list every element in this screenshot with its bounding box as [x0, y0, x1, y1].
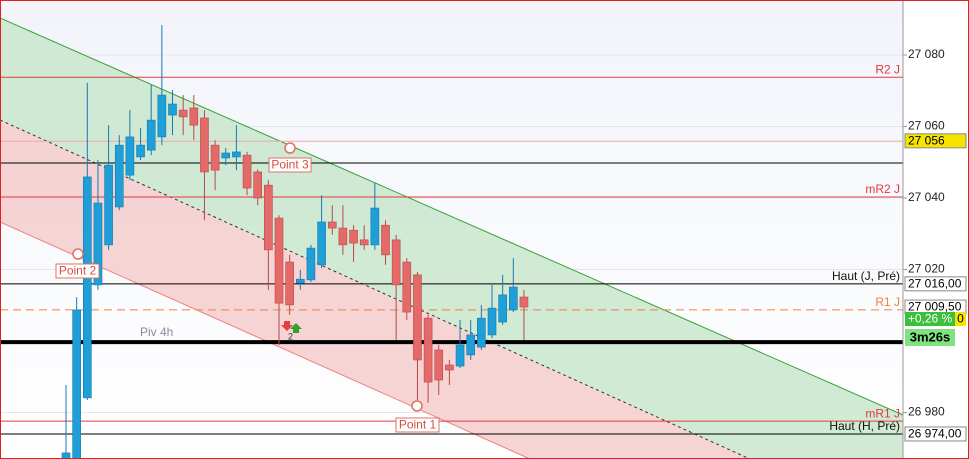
candle-body: [136, 144, 145, 158]
price-tag-box: [904, 426, 967, 442]
candle-body: [168, 103, 177, 116]
point-marker: [72, 248, 84, 260]
candle-body: [114, 144, 124, 208]
candle-body: [189, 107, 199, 126]
candle-body: [381, 224, 390, 256]
channel-top-line: [0, 17, 904, 416]
candles: [61, 25, 529, 459]
level-label: R2 J: [875, 62, 900, 76]
buy-arrow: [290, 323, 302, 333]
y-tick-label: 27 020: [908, 262, 945, 276]
point-1: Point 1: [395, 400, 440, 433]
level-label: mR1 J: [865, 406, 900, 420]
candle-body: [253, 171, 262, 199]
point-label: Point 1: [399, 418, 437, 432]
channel-upper: [0, 18, 903, 459]
candle-body: [370, 207, 380, 246]
candle-body: [445, 364, 454, 371]
candle-body: [306, 247, 316, 281]
level-label: R1 J: [875, 295, 900, 309]
candle-body: [125, 136, 135, 176]
candle-body: [359, 239, 369, 246]
price-tag-box: [904, 276, 967, 292]
sell-arrow: [281, 321, 293, 331]
candle-body: [274, 217, 284, 304]
signal-count: 2: [288, 331, 293, 341]
point-marker: [411, 400, 423, 412]
candle-body: [466, 334, 476, 356]
candle-body: [285, 261, 294, 306]
price-tag-box: [904, 133, 967, 149]
point-3: Point 3: [268, 142, 312, 173]
candle-body: [93, 202, 103, 286]
candle-body: [519, 296, 529, 308]
y-tick-label: 27 040: [908, 190, 945, 204]
point-2: Point 2: [55, 248, 100, 279]
price-tag-label: 27 009,50: [908, 300, 962, 314]
change-label: +0,26 %: [908, 312, 953, 326]
point-box: [268, 157, 312, 173]
level-label: Haut (H, Pré): [829, 419, 900, 433]
point-box: [55, 263, 100, 279]
point-marker: [284, 142, 296, 154]
axis-panel: [903, 0, 969, 459]
candle-body: [402, 261, 412, 313]
timer-box: [905, 329, 955, 346]
timer-label: 3m26s: [910, 329, 950, 344]
change-extra-box: [955, 312, 966, 326]
level-label: mR2 J: [865, 182, 900, 196]
candle-body: [104, 164, 113, 246]
candle-body: [210, 144, 220, 171]
candle-body: [327, 221, 337, 229]
candle-body: [221, 152, 231, 159]
candle-body: [508, 286, 518, 311]
candle-body: [455, 344, 465, 367]
change-box: [905, 312, 955, 326]
candle-body: [349, 229, 358, 244]
candle-body: [338, 227, 348, 246]
candle-body: [423, 317, 433, 383]
candle-body: [498, 294, 507, 323]
price-tag-label: 27 016,00: [908, 277, 962, 291]
channel-mid-line: [0, 119, 751, 459]
point-label: Point 2: [59, 264, 97, 278]
candle-body: [200, 117, 209, 173]
point-box: [395, 417, 440, 433]
candle-body: [434, 349, 444, 381]
change-extra-label: 0: [957, 312, 964, 326]
candle-body: [317, 221, 326, 266]
price-tag-label: 27 056: [908, 134, 945, 148]
candle-body: [413, 274, 422, 361]
candle-body: [232, 151, 241, 158]
point-label: Point 3: [271, 158, 309, 172]
candle-body: [178, 109, 188, 118]
signal: 2: [281, 321, 302, 341]
price-tag-label: 26 974,00: [908, 427, 962, 441]
candle-body: [295, 278, 305, 284]
y-axis: 26 980 27 020 27 040 27 060 27 080 27 056 27 0…: [903, 47, 967, 442]
candle-body: [391, 239, 401, 286]
candle-body: [157, 94, 167, 138]
status-tags: +0,26 % 0 3m26s: [905, 312, 966, 346]
candle-body: [146, 119, 156, 151]
candle-body: [477, 317, 486, 348]
level-label: Haut (J, Pré): [832, 269, 900, 283]
y-tick-label: 26 980: [908, 405, 945, 419]
candle-body: [72, 309, 81, 459]
pivot-label: Piv 4h: [140, 325, 173, 339]
candle-body: [264, 184, 273, 251]
candle-body: [487, 307, 497, 336]
y-tick-label: 27 080: [908, 47, 945, 61]
y-tick-label: 27 060: [908, 119, 945, 133]
candle-body: [83, 176, 92, 399]
candle-body: [242, 154, 252, 189]
